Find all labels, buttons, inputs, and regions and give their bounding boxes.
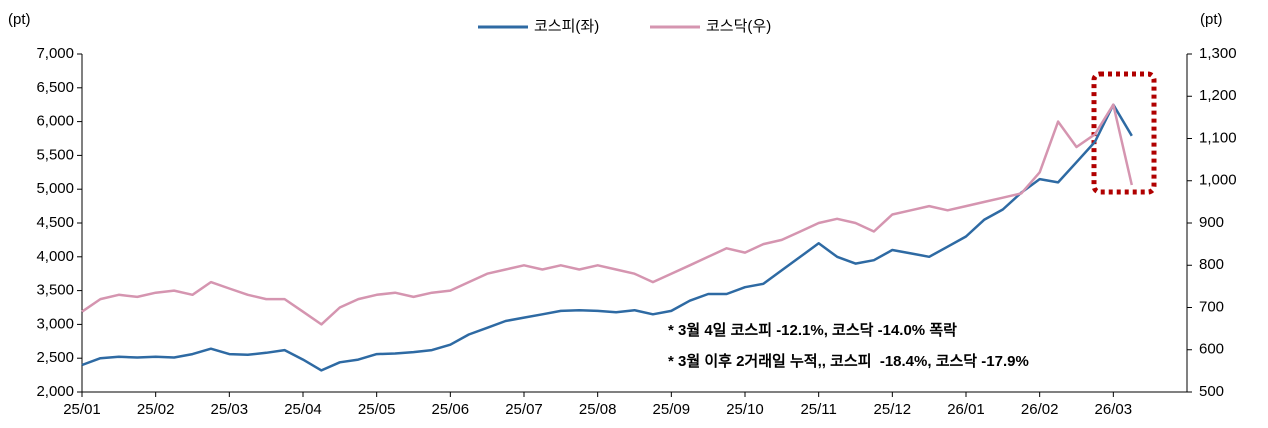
y-tick-label: 5,000 [36,180,74,197]
x-tick-label: 25/03 [211,401,249,418]
annotation: * 3월 4일 코스피 -12.1%, 코스닥 -14.0% 폭락 [668,321,957,339]
y2-tick-label: 900 [1199,214,1224,231]
series-line [81,103,1134,326]
y-tick-label: 6,500 [36,79,74,96]
x-tick-label: 25/06 [432,401,470,418]
x-tick-label: 25/08 [579,401,617,418]
x-tick-label: 25/12 [874,401,912,418]
y-tick-label: 4,500 [36,214,74,231]
y2-tick-label: 1,300 [1199,45,1237,62]
x-tick-label: 25/09 [653,401,691,418]
x-tick-label: 25/07 [505,401,543,418]
y2-tick-label: 1,000 [1199,172,1237,189]
x-tick-label: 25/05 [358,401,396,418]
x-tick-label: 25/11 [800,401,836,418]
y2-tick-label: 800 [1199,256,1224,273]
y2-tick-label: 500 [1199,383,1224,400]
y2-tick-label: 600 [1199,341,1224,358]
y-tick-label: 6,000 [36,113,74,130]
x-tick-label: 26/03 [1095,401,1133,418]
y-tick-label: 2,000 [36,383,74,400]
y-tick-label: 7,000 [36,45,74,62]
x-tick-label: 25/04 [284,401,322,418]
y-tick-label: 3,000 [36,315,74,332]
x-tick-label: 25/01 [63,401,101,418]
x-tick-label: 25/10 [726,401,764,418]
x-tick-label: 25/02 [137,401,175,418]
y-tick-label: 2,500 [36,349,74,366]
y2-axis-label: (pt) [1200,11,1223,28]
y-tick-label: 3,500 [36,282,74,299]
y2-tick-label: 700 [1199,298,1224,315]
legend-label: 코스닥(우) [706,18,771,35]
series-line [81,103,1133,372]
y2-tick-label: 1,200 [1199,87,1237,104]
x-tick-label: 26/01 [947,401,985,418]
annotation: * 3월 이후 2거래일 누적,, 코스피 -18.4%, 코스닥 -17.9% [668,352,1029,370]
y-axis-label: (pt) [8,11,31,28]
y-tick-label: 4,000 [36,248,74,265]
x-tick-label: 26/02 [1021,401,1059,418]
y-tick-label: 5,500 [36,146,74,163]
legend-label: 코스피(좌) [534,18,599,35]
highlight-box [1091,71,1157,195]
y2-tick-label: 1,100 [1199,129,1237,146]
